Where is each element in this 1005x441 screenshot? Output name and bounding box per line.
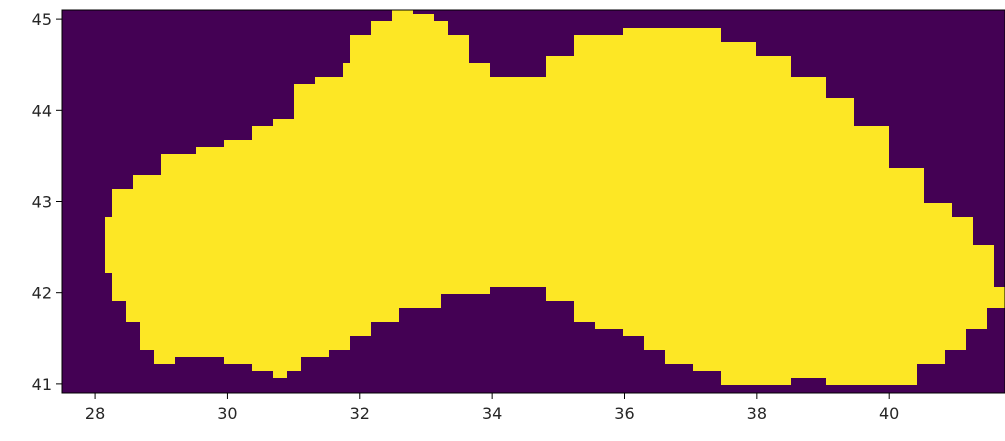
y-tick-label: 44 <box>32 101 52 120</box>
x-tick-label: 38 <box>747 404 767 423</box>
x-tick-label: 30 <box>217 404 237 423</box>
x-tick-label: 28 <box>85 404 105 423</box>
axes: 28 30 32 34 36 38 40 41 42 43 44 45 <box>32 9 1005 423</box>
x-tick-label: 40 <box>879 404 899 423</box>
y-tick-label: 41 <box>32 375 52 394</box>
masked-region <box>105 10 1005 385</box>
x-tick-label: 34 <box>482 404 502 423</box>
y-tick-label: 42 <box>32 284 52 303</box>
x-tick-label: 36 <box>614 404 634 423</box>
y-tick-label: 45 <box>32 10 52 29</box>
x-tick-label: 32 <box>350 404 370 423</box>
y-tick-label: 43 <box>32 193 52 212</box>
plot-area <box>62 10 1005 393</box>
